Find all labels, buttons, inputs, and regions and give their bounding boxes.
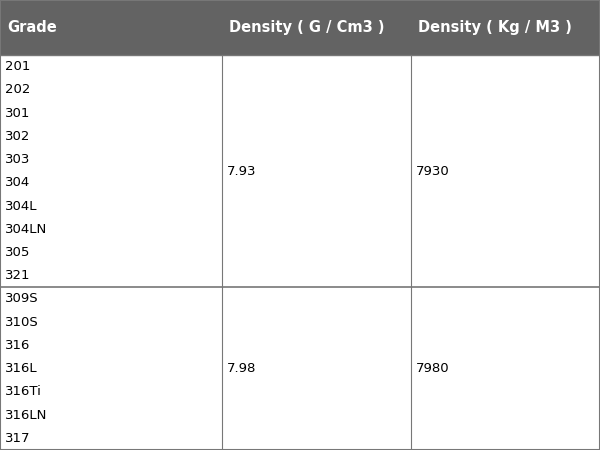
Bar xyxy=(0,55,600,288)
Text: Density ( G / Cm3 ): Density ( G / Cm3 ) xyxy=(229,20,385,35)
Text: 317: 317 xyxy=(5,432,30,445)
Text: 7.98: 7.98 xyxy=(227,362,256,375)
Text: 301: 301 xyxy=(5,107,30,120)
Text: 321: 321 xyxy=(5,269,30,282)
Bar xyxy=(0,0,600,55)
Text: 316: 316 xyxy=(5,339,30,352)
Text: 303: 303 xyxy=(5,153,30,166)
Text: Density ( Kg / M3 ): Density ( Kg / M3 ) xyxy=(418,20,572,35)
Text: 304LN: 304LN xyxy=(5,223,47,236)
Text: 304: 304 xyxy=(5,176,30,189)
Text: 305: 305 xyxy=(5,246,30,259)
Text: 309S: 309S xyxy=(5,292,38,306)
Text: 316L: 316L xyxy=(5,362,37,375)
Text: 7930: 7930 xyxy=(416,165,449,178)
Bar xyxy=(0,288,600,450)
Text: 7.93: 7.93 xyxy=(227,165,256,178)
Text: 201: 201 xyxy=(5,60,30,73)
Text: 316LN: 316LN xyxy=(5,409,47,422)
Text: 310S: 310S xyxy=(5,316,38,328)
Text: Grade: Grade xyxy=(7,20,57,35)
Text: 302: 302 xyxy=(5,130,30,143)
Text: 316Ti: 316Ti xyxy=(5,385,41,398)
Text: 304L: 304L xyxy=(5,199,37,212)
Text: 202: 202 xyxy=(5,83,30,96)
Text: 7980: 7980 xyxy=(416,362,449,375)
